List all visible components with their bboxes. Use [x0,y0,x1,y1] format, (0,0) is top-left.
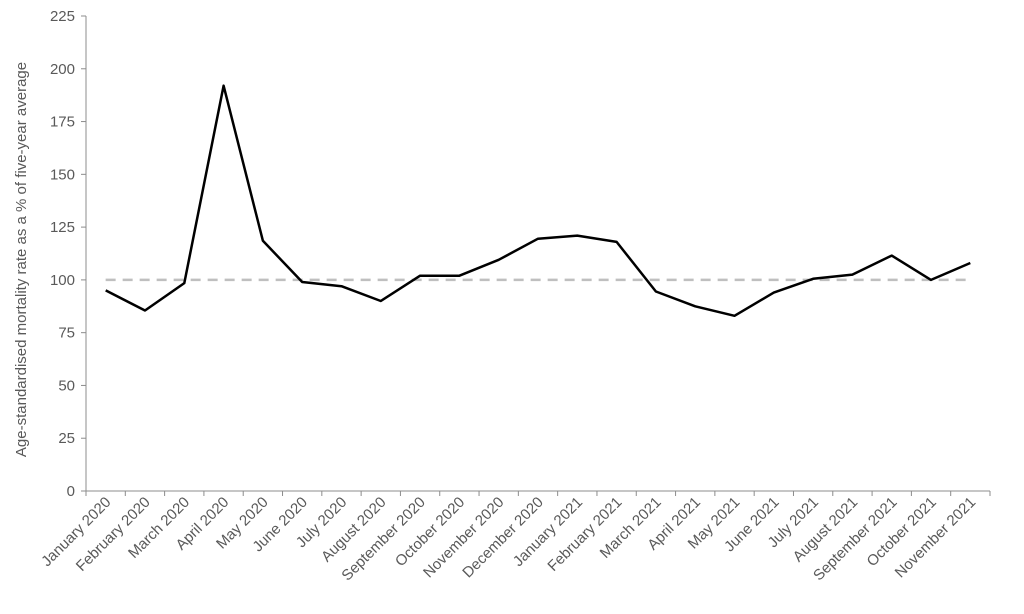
series-line [105,84,971,318]
y-tick-label: 100 [50,272,75,289]
series-layer [105,84,971,318]
y-tick-label: 225 [50,8,75,25]
y-tick-label: 200 [50,61,75,78]
y-tick-label: 50 [58,377,75,394]
y-axis-ticks: 0 25 50 75 100 125 150 175 200 225 [50,8,86,500]
y-tick-label: 75 [58,325,75,342]
y-axis-title: Age-standardised mortality rate as a % o… [13,62,30,457]
y-tick-label: 175 [50,114,75,131]
y-tick-label: 150 [50,166,75,183]
y-tick-label: 25 [58,430,75,447]
y-tick-label: 0 [67,483,75,500]
y-tick-label: 125 [50,219,75,236]
